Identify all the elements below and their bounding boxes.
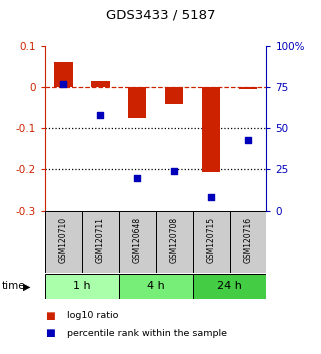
Text: ▶: ▶ xyxy=(22,281,30,291)
Bar xyxy=(128,87,146,118)
Text: ■: ■ xyxy=(45,329,55,338)
Text: time: time xyxy=(2,281,25,291)
Text: log10 ratio: log10 ratio xyxy=(67,311,119,320)
Text: 24 h: 24 h xyxy=(217,281,242,291)
FancyBboxPatch shape xyxy=(82,211,119,273)
FancyBboxPatch shape xyxy=(230,211,266,273)
FancyBboxPatch shape xyxy=(119,211,156,273)
Text: GDS3433 / 5187: GDS3433 / 5187 xyxy=(106,9,215,22)
Point xyxy=(209,195,214,200)
FancyBboxPatch shape xyxy=(45,211,82,273)
FancyBboxPatch shape xyxy=(193,211,230,273)
Text: GSM120708: GSM120708 xyxy=(169,217,179,263)
Point xyxy=(61,81,66,87)
Text: ■: ■ xyxy=(45,311,55,321)
Text: 1 h: 1 h xyxy=(73,281,91,291)
Point xyxy=(245,137,250,143)
FancyBboxPatch shape xyxy=(193,274,266,299)
Text: GSM120648: GSM120648 xyxy=(133,217,142,263)
Bar xyxy=(91,81,109,87)
Point xyxy=(171,168,177,174)
Bar xyxy=(165,87,183,104)
Text: GSM120710: GSM120710 xyxy=(59,217,68,263)
Text: GSM120716: GSM120716 xyxy=(243,217,253,263)
FancyBboxPatch shape xyxy=(119,274,193,299)
Text: GSM120715: GSM120715 xyxy=(206,217,216,263)
Point xyxy=(98,112,103,118)
FancyBboxPatch shape xyxy=(45,274,119,299)
Bar xyxy=(239,87,257,89)
Text: GSM120711: GSM120711 xyxy=(96,217,105,263)
Text: 4 h: 4 h xyxy=(147,281,165,291)
Text: percentile rank within the sample: percentile rank within the sample xyxy=(67,329,227,338)
Bar xyxy=(54,62,73,87)
FancyBboxPatch shape xyxy=(156,211,193,273)
Point xyxy=(135,175,140,181)
Bar xyxy=(202,87,220,172)
